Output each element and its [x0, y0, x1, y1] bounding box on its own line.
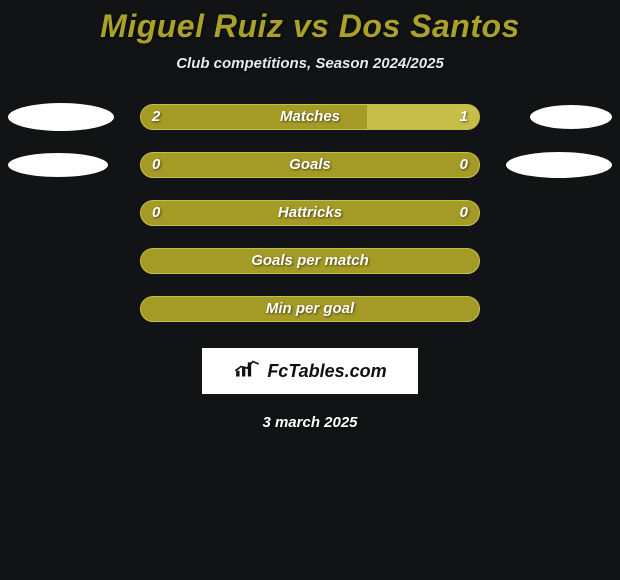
stat-row: Hattricks00 [0, 200, 620, 226]
stat-bar [140, 248, 480, 274]
stat-rows: Matches21 Goals00 Hattricks00 Goals per mat… [0, 104, 620, 322]
player-right-marker [530, 105, 612, 129]
player-right-marker [506, 152, 612, 178]
stat-row: Goals00 [0, 152, 620, 178]
stat-bar [140, 296, 480, 322]
comparison-title: Miguel Ruiz vs Dos Santos [0, 0, 620, 45]
stat-bar-left-fill [141, 105, 367, 129]
stat-bar [140, 152, 480, 178]
stat-row: Goals per match [0, 248, 620, 274]
stat-bar-right-fill [367, 105, 479, 129]
stat-bar [140, 104, 480, 130]
stat-row: Min per goal [0, 296, 620, 322]
player-left-marker [8, 103, 114, 131]
stat-row: Matches21 [0, 104, 620, 130]
branding-badge: FcTables.com [202, 348, 418, 394]
comparison-subtitle: Club competitions, Season 2024/2025 [0, 55, 620, 72]
branding-text: FcTables.com [267, 361, 386, 382]
footer-date: 3 march 2025 [0, 414, 620, 431]
stat-bar [140, 200, 480, 226]
bar-chart-icon [233, 359, 261, 384]
player-left-marker [8, 153, 108, 177]
